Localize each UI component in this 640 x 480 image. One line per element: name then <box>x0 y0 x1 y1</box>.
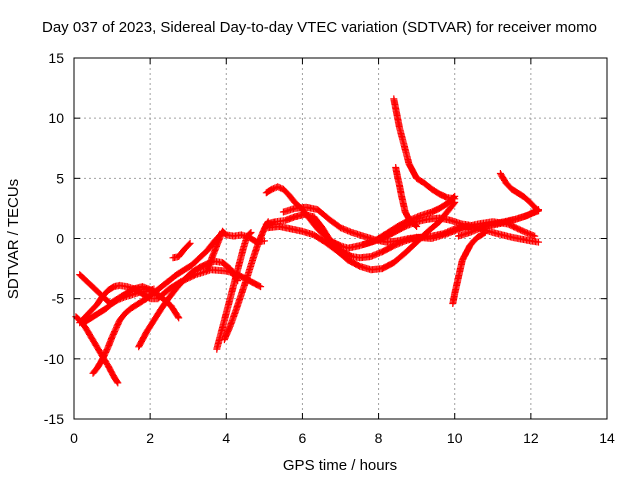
x-tick-label: 4 <box>222 430 230 446</box>
y-tick-label: 5 <box>56 170 64 186</box>
y-axis-ticks: -15 -10 -5 0 5 10 15 <box>44 50 607 427</box>
y-tick-label: 0 <box>56 231 64 247</box>
series-markers <box>169 239 194 262</box>
x-tick-label: 12 <box>523 430 539 446</box>
series-markers <box>203 227 268 274</box>
series-markers <box>89 229 226 377</box>
x-tick-label: 8 <box>375 430 383 446</box>
series-markers <box>449 229 489 307</box>
series-markers <box>390 95 459 203</box>
y-axis-label: SDTVAR / TECUs <box>5 179 22 299</box>
x-tick-label: 10 <box>447 430 463 446</box>
series-track-18 <box>449 229 489 307</box>
y-tick-label: 15 <box>48 50 64 66</box>
x-tick-label: 14 <box>599 430 615 446</box>
series-markers <box>359 192 459 248</box>
y-tick-label: -5 <box>52 291 65 307</box>
series-track-10 <box>203 227 268 274</box>
y-tick-label: 10 <box>48 110 64 126</box>
series-markers <box>220 218 272 344</box>
x-axis-ticks: 0 2 4 6 8 10 12 14 <box>70 58 615 446</box>
y-tick-label: -10 <box>44 351 64 367</box>
series-track-9 <box>220 218 272 344</box>
series-track-7 <box>169 239 194 262</box>
chart-title: Day 037 of 2023, Sidereal Day-to-day VTE… <box>42 19 597 36</box>
series-track-19 <box>496 170 542 215</box>
series-track-3 <box>89 229 226 377</box>
series-track-20 <box>455 206 542 240</box>
data-points <box>72 95 542 387</box>
series-markers <box>80 285 158 327</box>
series-markers <box>496 170 542 215</box>
series-markers <box>213 229 255 353</box>
x-axis-label: GPS time / hours <box>283 457 397 474</box>
y-tick-label: -15 <box>44 411 64 427</box>
x-tick-label: 6 <box>299 430 307 446</box>
x-tick-label: 0 <box>70 430 78 446</box>
x-tick-label: 2 <box>146 430 154 446</box>
series-track-5 <box>80 285 158 327</box>
series-track-15 <box>390 95 459 203</box>
series-track-17 <box>359 192 459 248</box>
series-markers <box>455 206 542 240</box>
series-track-8 <box>213 229 255 353</box>
